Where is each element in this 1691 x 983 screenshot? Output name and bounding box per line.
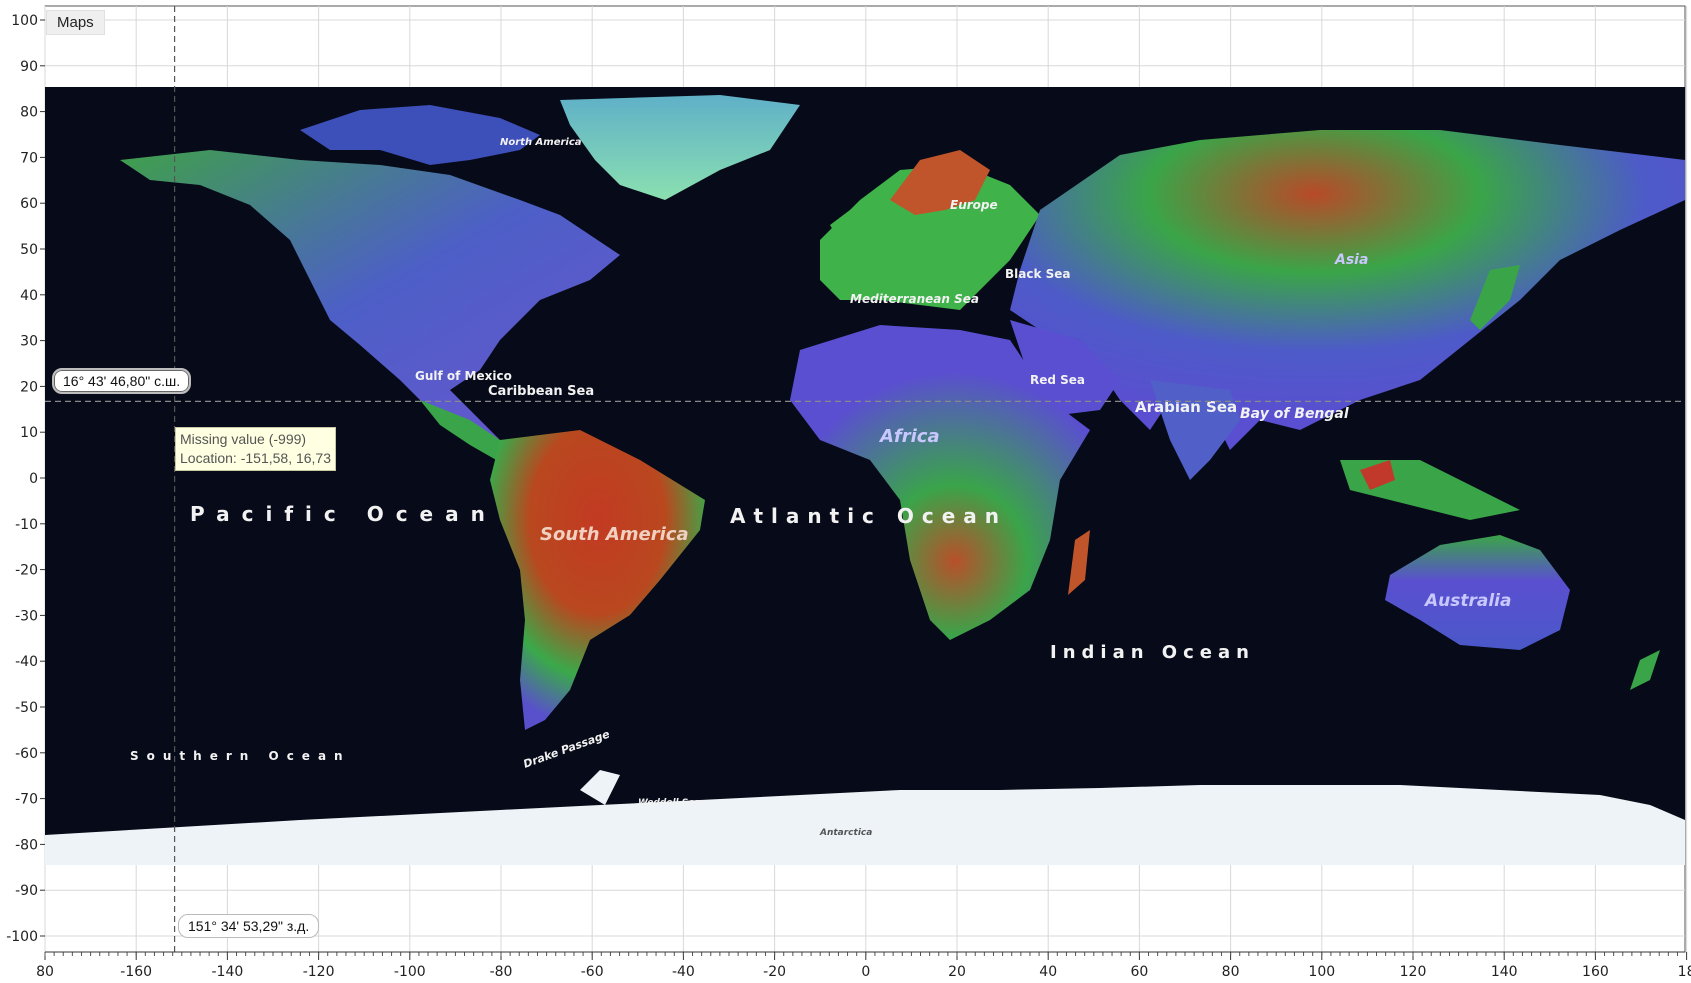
y-tick-label: 60 — [20, 196, 38, 212]
label-pacific-ocean: Pacific Ocean — [190, 502, 497, 526]
label-bay-of-bengal: Bay of Bengal — [1240, 406, 1349, 422]
label-atlantic-ocean: Atlantic Ocean — [730, 504, 1007, 528]
label-asia: Asia — [1334, 252, 1368, 268]
label-antarctica: Antarctica — [819, 828, 872, 838]
y-tick-label: 0 — [29, 471, 38, 487]
label-europe: Europe — [950, 198, 998, 212]
y-tick-label: -40 — [15, 654, 38, 670]
x-axis: 80 -160 -140 -120 -100 -80 -60 -40 -20 0 20 40 60 80 1… — [36, 951, 1691, 980]
y-tick-label: -80 — [15, 837, 38, 853]
x-tick-label: 80 — [36, 964, 54, 980]
y-tick-label: -90 — [15, 883, 38, 899]
world-map-image — [45, 87, 1685, 865]
x-tick-label: -140 — [212, 964, 244, 980]
value-tooltip: Missing value (-999) Location: -151,58, … — [175, 427, 337, 471]
x-tick-label: 120 — [1400, 964, 1427, 980]
x-tick-label: 18 — [1678, 964, 1691, 980]
latitude-readout: 16° 43' 46,80" с.ш. — [52, 368, 192, 394]
x-tick-label: -60 — [581, 964, 604, 980]
label-weddell-sea: Weddell Sea — [638, 798, 700, 808]
y-tick-label: -70 — [15, 792, 38, 808]
x-tick-label: 140 — [1491, 964, 1518, 980]
x-tick-label: -80 — [490, 964, 513, 980]
x-tick-label: 100 — [1308, 964, 1335, 980]
y-tick-label: -60 — [15, 746, 38, 762]
y-tick-label: 100 — [11, 13, 38, 29]
y-tick-label: -30 — [15, 608, 38, 624]
x-tick-label: -120 — [303, 964, 335, 980]
y-tick-label: -10 — [15, 517, 38, 533]
tooltip-location: Location: -151,58, 16,73 — [180, 450, 332, 466]
label-north-america: North America — [500, 137, 582, 148]
y-tick-label: 90 — [20, 59, 38, 75]
y-tick-label: -100 — [6, 929, 38, 945]
y-tick-label: 40 — [20, 288, 38, 304]
y-tick-label: 80 — [20, 105, 38, 121]
label-south-america: South America — [540, 524, 689, 545]
x-tick-label: 0 — [861, 964, 870, 980]
x-tick-label: -160 — [120, 964, 152, 980]
label-indian-ocean: Indian Ocean — [1050, 642, 1255, 663]
label-mediterranean-sea: Mediterranean Sea — [850, 292, 979, 306]
label-africa: Africa — [878, 426, 940, 447]
x-tick-label: -40 — [672, 964, 695, 980]
y-tick-label: 10 — [20, 425, 38, 441]
tooltip-missing-value: Missing value (-999) — [180, 431, 307, 447]
label-gulf-of-mexico: Gulf of Mexico — [415, 369, 512, 383]
label-black-sea: Black Sea — [1005, 267, 1071, 281]
x-tick-label: 160 — [1582, 964, 1609, 980]
x-tick-label: 40 — [1039, 964, 1057, 980]
label-red-sea: Red Sea — [1030, 373, 1085, 387]
y-tick-label: -50 — [15, 700, 38, 716]
maps-tab[interactable]: Maps — [46, 10, 105, 35]
y-axis: 1009080706050403020100-10-20-30-40-50-60… — [6, 13, 45, 945]
label-caribbean-sea: Caribbean Sea — [488, 384, 594, 399]
x-tick-label: 60 — [1130, 964, 1148, 980]
label-australia: Australia — [1423, 591, 1512, 611]
longitude-readout: 151° 34' 53,29" з.д. — [178, 914, 320, 938]
y-tick-label: -20 — [15, 563, 38, 579]
x-tick-label: 20 — [948, 964, 966, 980]
y-tick-label: 20 — [20, 379, 38, 395]
y-tick-label: 30 — [20, 334, 38, 350]
label-southern-ocean: Southern Ocean — [130, 749, 351, 763]
x-tick-label: -20 — [763, 964, 786, 980]
y-tick-label: 50 — [20, 242, 38, 258]
y-tick-label: 70 — [20, 150, 38, 166]
x-tick-label: -100 — [394, 964, 426, 980]
x-tick-label: 80 — [1222, 964, 1240, 980]
label-arabian-sea: Arabian Sea — [1135, 398, 1237, 416]
